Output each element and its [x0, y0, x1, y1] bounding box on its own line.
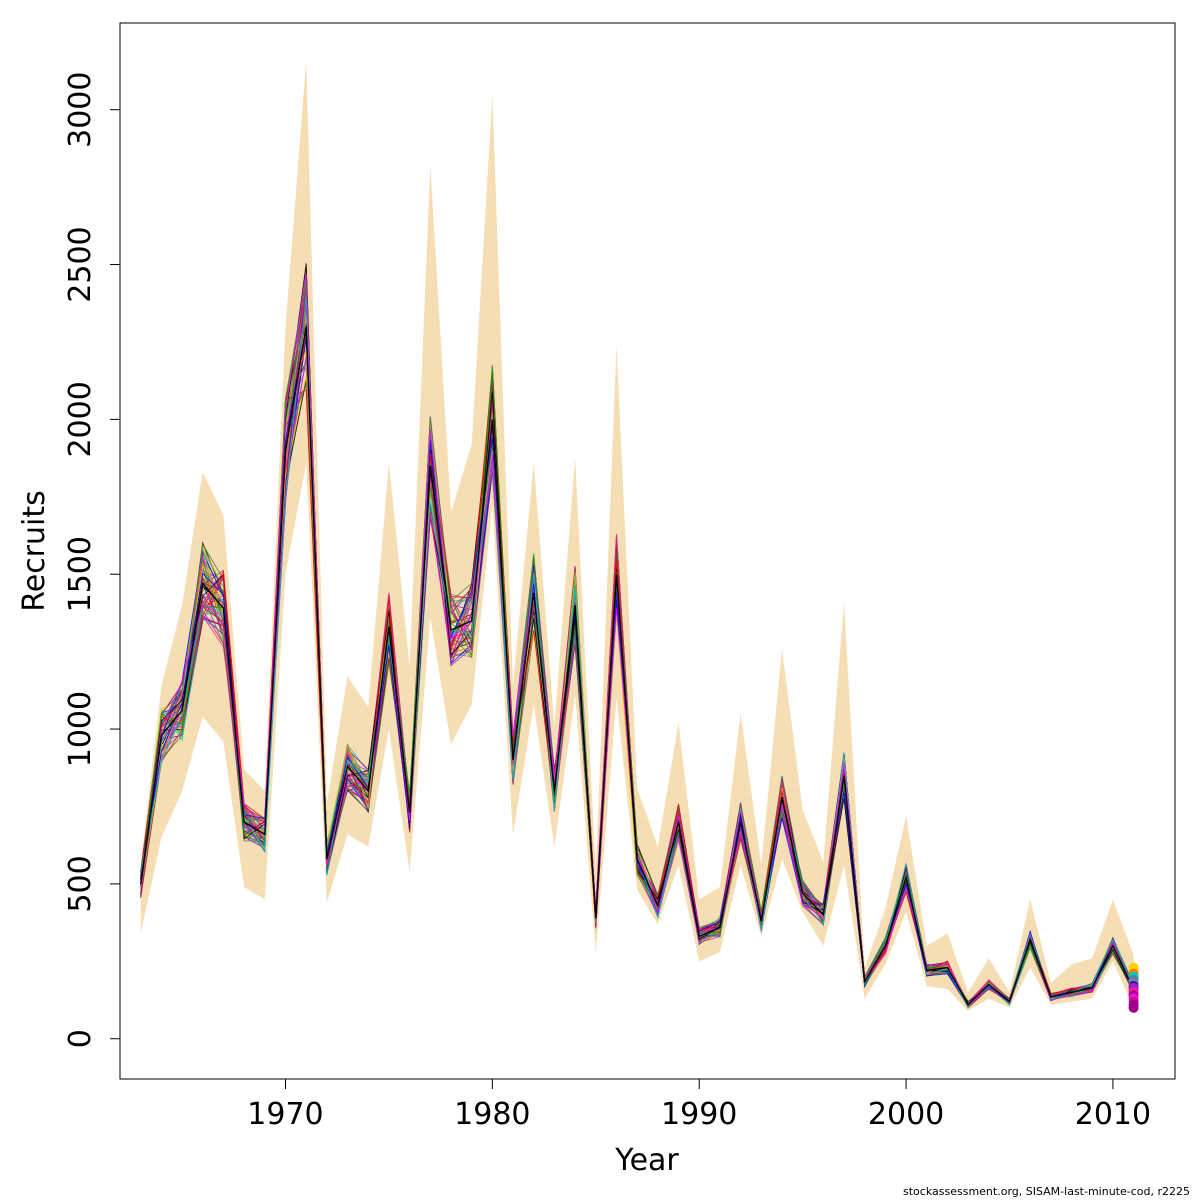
series-line [140, 291, 1134, 1008]
series-line [140, 273, 1135, 1007]
terminal-points [1128, 962, 1139, 1013]
footer-credit: stockassessment.org, SISAM-last-minute-c… [903, 1185, 1190, 1198]
x-tick-label: 2010 [1075, 1097, 1151, 1132]
x-tick-label: 1970 [247, 1097, 323, 1132]
median-line [140, 326, 1135, 1006]
series-lines [140, 263, 1135, 1009]
y-tick-label: 0 [63, 1029, 98, 1048]
plot-frame [119, 22, 1176, 1080]
y-axis-title: Recruits [17, 490, 52, 612]
y-tick-label: 2500 [63, 226, 98, 302]
y-tick-label: 3000 [63, 72, 98, 148]
y-axis: 0 500 1000 1500 2000 2500 3000 [63, 72, 120, 1048]
x-tick-label: 1990 [661, 1097, 737, 1132]
y-tick-label: 1000 [63, 691, 98, 767]
x-axis: 1970 1980 1990 2000 2010 [247, 1079, 1151, 1132]
uncertainty-band [140, 60, 1134, 1011]
x-tick-label: 2000 [868, 1097, 944, 1132]
x-tick-label: 1980 [454, 1097, 530, 1132]
y-tick-label: 1500 [63, 536, 98, 612]
x-axis-title: Year [614, 1143, 679, 1178]
terminal-point [1128, 1002, 1139, 1013]
confidence-band [140, 60, 1134, 1011]
y-tick-label: 500 [63, 855, 98, 912]
y-tick-label: 2000 [63, 381, 98, 457]
